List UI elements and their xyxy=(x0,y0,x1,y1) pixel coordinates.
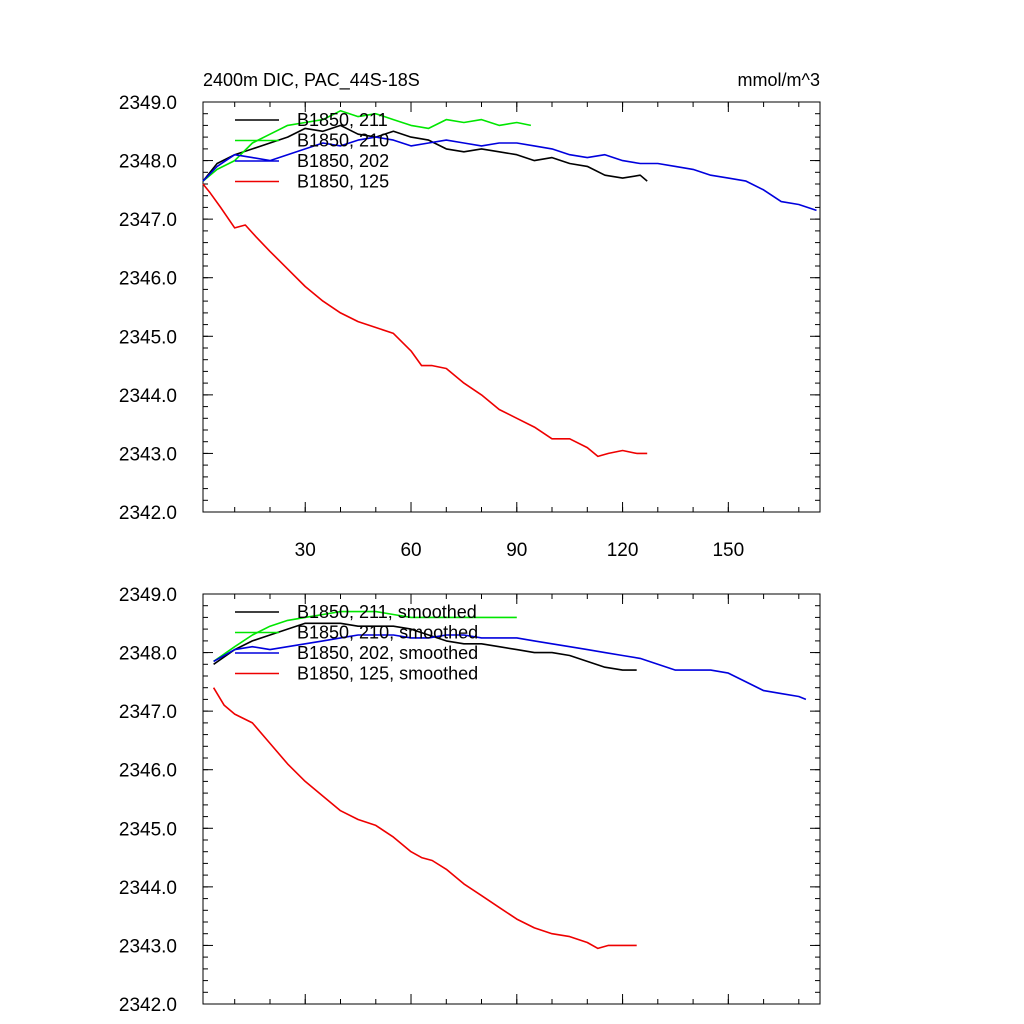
y-tick-label: 2344.0 xyxy=(119,878,177,899)
x-tick-label: 150 xyxy=(712,540,744,561)
y-tick-label: 2347.0 xyxy=(119,702,177,723)
x-tick-label: 60 xyxy=(400,540,421,561)
plot-frame xyxy=(202,593,821,1005)
legend-entry: B1850, 211, smoothed xyxy=(297,602,477,622)
y-tick-label: 2342.0 xyxy=(119,503,177,524)
top-line-chart-panel: 2342.0 2343.0 2344.0 2345.0 2346.0 2347.0 2348… xyxy=(119,93,821,561)
y-tick-label: 2342.0 xyxy=(119,995,177,1016)
legend-entry: B1850, 211 xyxy=(297,110,388,130)
legend-entry: B1850, 125 xyxy=(297,172,389,192)
bottom-line-chart-panel: 2342.0 2343.0 2344.0 2345.0 2346.0 2347.0 2348… xyxy=(119,585,821,1016)
y-tick-label: 2347.0 xyxy=(119,210,177,231)
y-tick-label: 2346.0 xyxy=(119,269,177,290)
y-tick-label: 2348.0 xyxy=(119,644,177,665)
y-tick-label: 2345.0 xyxy=(119,819,177,840)
legend-entry: B1850, 210 xyxy=(297,131,389,151)
series-line xyxy=(202,136,817,212)
y-tick-label: 2349.0 xyxy=(119,93,177,114)
legend-entry: B1850, 125, smoothed xyxy=(297,664,478,684)
y-tick-label: 2343.0 xyxy=(119,936,177,957)
units-label: mmol/m^3 xyxy=(738,70,820,90)
y-tick-label: 2346.0 xyxy=(119,761,177,782)
series-line xyxy=(213,622,637,671)
series-line xyxy=(213,634,807,701)
x-tick-label: 90 xyxy=(506,540,527,561)
y-tick-label: 2349.0 xyxy=(119,585,177,606)
x-tick-label: 120 xyxy=(607,540,639,561)
plot-frame xyxy=(202,101,821,513)
legend-entry: B1850, 202 xyxy=(297,151,389,171)
series-line xyxy=(202,183,648,458)
y-tick-label: 2345.0 xyxy=(119,327,177,348)
y-tick-label: 2344.0 xyxy=(119,386,177,407)
series-line xyxy=(202,110,532,182)
legend-entry: B1850, 210, smoothed xyxy=(297,623,478,643)
plot-title: 2400m DIC, PAC_44S-18S xyxy=(203,70,420,91)
series-line xyxy=(213,610,517,663)
legend-entry: B1850, 202, smoothed xyxy=(297,643,478,663)
y-tick-label: 2348.0 xyxy=(119,152,177,173)
y-tick-label: 2343.0 xyxy=(119,444,177,465)
series-line xyxy=(212,687,637,950)
x-tick-label: 30 xyxy=(295,540,316,561)
